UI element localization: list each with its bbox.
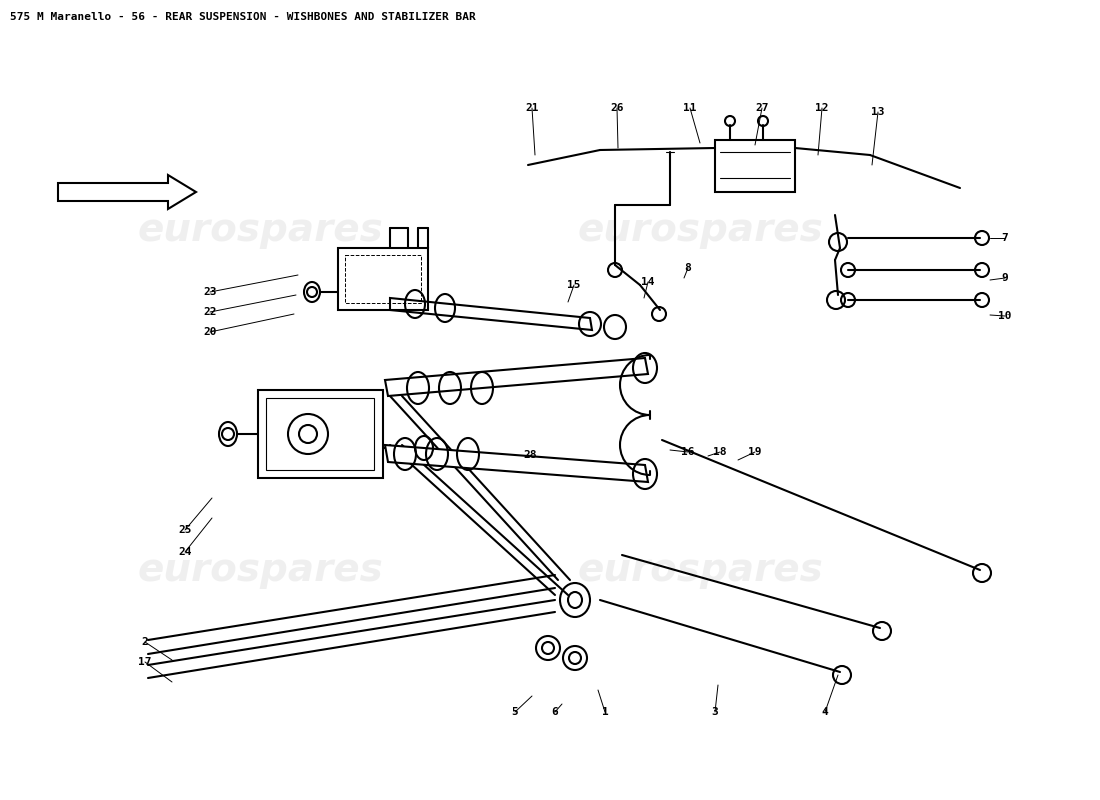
Text: 21: 21 bbox=[526, 103, 539, 113]
Text: 26: 26 bbox=[610, 103, 624, 113]
Polygon shape bbox=[58, 175, 196, 209]
Text: 19: 19 bbox=[748, 447, 761, 457]
Text: 13: 13 bbox=[871, 107, 884, 117]
Text: 8: 8 bbox=[684, 263, 692, 273]
Text: eurospares: eurospares bbox=[138, 551, 383, 589]
Bar bbox=[258, 390, 383, 478]
Text: 12: 12 bbox=[815, 103, 828, 113]
Text: 7: 7 bbox=[1002, 233, 1009, 243]
Text: 14: 14 bbox=[641, 277, 654, 287]
Text: 24: 24 bbox=[178, 547, 191, 557]
Text: 9: 9 bbox=[1002, 273, 1009, 283]
Text: 575 M Maranello - 56 - REAR SUSPENSION - WISHBONES AND STABILIZER BAR: 575 M Maranello - 56 - REAR SUSPENSION -… bbox=[10, 12, 475, 22]
Text: 27: 27 bbox=[756, 103, 769, 113]
Text: 1: 1 bbox=[602, 707, 608, 717]
Bar bbox=[715, 140, 795, 192]
Polygon shape bbox=[390, 298, 592, 330]
Text: 6: 6 bbox=[551, 707, 559, 717]
Text: eurospares: eurospares bbox=[138, 211, 383, 249]
Text: 25: 25 bbox=[178, 525, 191, 535]
Text: 17: 17 bbox=[139, 657, 152, 667]
Bar bbox=[345, 255, 421, 303]
Bar bbox=[338, 248, 428, 310]
Text: 4: 4 bbox=[822, 707, 828, 717]
Text: 18: 18 bbox=[713, 447, 727, 457]
Text: 2: 2 bbox=[142, 637, 148, 647]
Bar bbox=[266, 398, 374, 470]
Text: 28: 28 bbox=[524, 450, 537, 460]
Text: eurospares: eurospares bbox=[578, 551, 823, 589]
Text: 15: 15 bbox=[568, 280, 581, 290]
Text: 10: 10 bbox=[999, 311, 1012, 321]
Text: 22: 22 bbox=[204, 307, 217, 317]
Text: 3: 3 bbox=[712, 707, 718, 717]
Polygon shape bbox=[385, 358, 648, 396]
Text: 5: 5 bbox=[512, 707, 518, 717]
Text: 11: 11 bbox=[683, 103, 696, 113]
Text: eurospares: eurospares bbox=[578, 211, 823, 249]
Polygon shape bbox=[385, 445, 648, 482]
Text: 23: 23 bbox=[204, 287, 217, 297]
Text: 16: 16 bbox=[681, 447, 695, 457]
Text: 20: 20 bbox=[204, 327, 217, 337]
